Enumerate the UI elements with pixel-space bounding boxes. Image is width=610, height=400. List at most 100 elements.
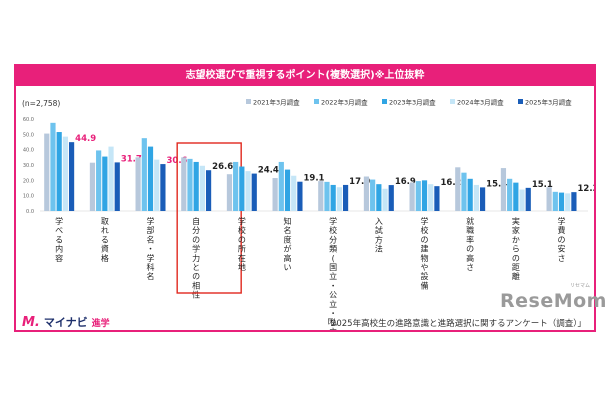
category-label-char: 格 <box>101 253 109 263</box>
value-label: 19.1 <box>304 174 325 184</box>
bar <box>160 164 166 211</box>
category-label-char: 安 <box>558 244 566 254</box>
legend-swatch <box>450 99 455 104</box>
category-label-char: 立 <box>329 299 337 309</box>
bar <box>141 138 147 211</box>
bar <box>552 191 558 211</box>
bar <box>467 178 473 211</box>
bar <box>233 161 239 211</box>
bar <box>455 167 461 211</box>
category-label-char: 校 <box>421 225 429 235</box>
legend-label: 2024年3月調査 <box>457 98 504 107</box>
bar <box>96 150 102 211</box>
bar <box>187 158 193 211</box>
bar <box>342 184 349 211</box>
bar <box>382 188 388 211</box>
logo-name: マイナビ <box>43 316 88 329</box>
bar <box>239 166 245 211</box>
category-label-char: 所 <box>238 244 246 254</box>
y-tick-label: 30.0 <box>23 163 34 169</box>
category-label-char: 取 <box>101 217 109 226</box>
category-label-char: の <box>512 254 520 263</box>
bar-chart: (n=2,758) 2021年3月調査 2022年3月調査 2023年3月調査 2024… <box>22 98 594 331</box>
category-label-char: 試 <box>375 225 383 235</box>
category-label-char: 度 <box>284 234 292 244</box>
category-label-char: 学 <box>147 253 155 263</box>
chart-title: 志望校選びで重視するポイント(複数選択)※上位抜粋 <box>16 66 594 86</box>
category-label-char: 率 <box>466 234 474 244</box>
bar <box>461 172 467 211</box>
category-label-char: 距 <box>512 263 520 272</box>
category-label-char: や <box>421 263 429 272</box>
category-label-char: 家 <box>512 225 520 235</box>
legend-swatch <box>246 99 251 104</box>
bar <box>284 169 291 211</box>
y-tick-label: 20.0 <box>23 178 34 184</box>
value-label: 17.0 <box>349 177 370 187</box>
bar <box>114 162 120 211</box>
bar <box>500 168 507 211</box>
category-label-char: 知 <box>284 216 292 226</box>
legend-swatch <box>382 99 387 104</box>
bar <box>507 178 513 211</box>
bar <box>324 181 330 211</box>
category-label-char: 科 <box>147 262 155 272</box>
category-label-char: る <box>101 235 109 244</box>
bar <box>421 180 428 211</box>
category-label-char: 入 <box>375 217 383 226</box>
y-tick-label: 10.0 <box>23 194 34 200</box>
category-label-char: 自 <box>192 216 200 226</box>
bar <box>513 182 519 211</box>
value-label: 24.4 <box>258 166 279 176</box>
category-label-char: る <box>55 235 63 244</box>
category-label-char: ら <box>512 245 520 254</box>
bar <box>68 142 75 211</box>
category-label-char: 公 <box>329 291 337 300</box>
resemom-ruby: リセマム <box>570 283 591 289</box>
bar <box>519 189 525 211</box>
category-label-char: さ <box>466 263 474 272</box>
category-label-char: 物 <box>421 253 429 263</box>
legend-label: 2022年3月調査 <box>321 98 368 107</box>
category-label-char: と <box>192 263 200 272</box>
bar <box>428 184 434 211</box>
legend-label: 2023年3月調査 <box>389 98 436 107</box>
category-label-char: さ <box>558 254 566 263</box>
bar <box>193 161 199 211</box>
bar <box>199 165 205 211</box>
y-tick-label: 50.0 <box>23 132 34 138</box>
value-label: 44.9 <box>75 134 96 144</box>
category-label-char: 地 <box>238 262 246 272</box>
category-label-char: 相 <box>192 280 200 290</box>
bar <box>376 184 382 211</box>
category-label-char: 高 <box>284 253 292 263</box>
bar <box>479 187 486 211</box>
bar <box>434 186 440 211</box>
bar <box>147 146 154 211</box>
category-label-char: の <box>421 235 429 244</box>
category-label-char: 部 <box>147 225 155 235</box>
category-label-char: の <box>558 235 566 244</box>
value-label: 16.9 <box>395 177 416 187</box>
bar <box>251 173 257 211</box>
source-note: 「2025年高校生の進路意識と進路選択に関するアンケート（調査）」 <box>322 319 586 329</box>
n-label: (n=2,758) <box>22 99 60 108</box>
bar <box>44 133 50 211</box>
legend-swatch <box>518 99 523 104</box>
category-label-char: 学 <box>147 216 155 226</box>
category-label-char: ( <box>332 254 335 263</box>
bar <box>205 170 212 211</box>
category-label-char: 在 <box>238 253 246 263</box>
bar <box>272 178 278 211</box>
bar <box>473 184 479 211</box>
category-label-char: 就 <box>466 216 474 226</box>
category-label-char: 設 <box>421 271 429 281</box>
category-label-char: か <box>512 235 520 244</box>
category-label-char: 学 <box>558 216 566 226</box>
category-label-char: 性 <box>192 290 200 300</box>
category-label-char: 名 <box>147 234 155 244</box>
category-label-char: ・ <box>329 281 337 290</box>
bar <box>135 157 141 211</box>
bar <box>558 192 565 211</box>
category-label-char: の <box>238 235 246 244</box>
